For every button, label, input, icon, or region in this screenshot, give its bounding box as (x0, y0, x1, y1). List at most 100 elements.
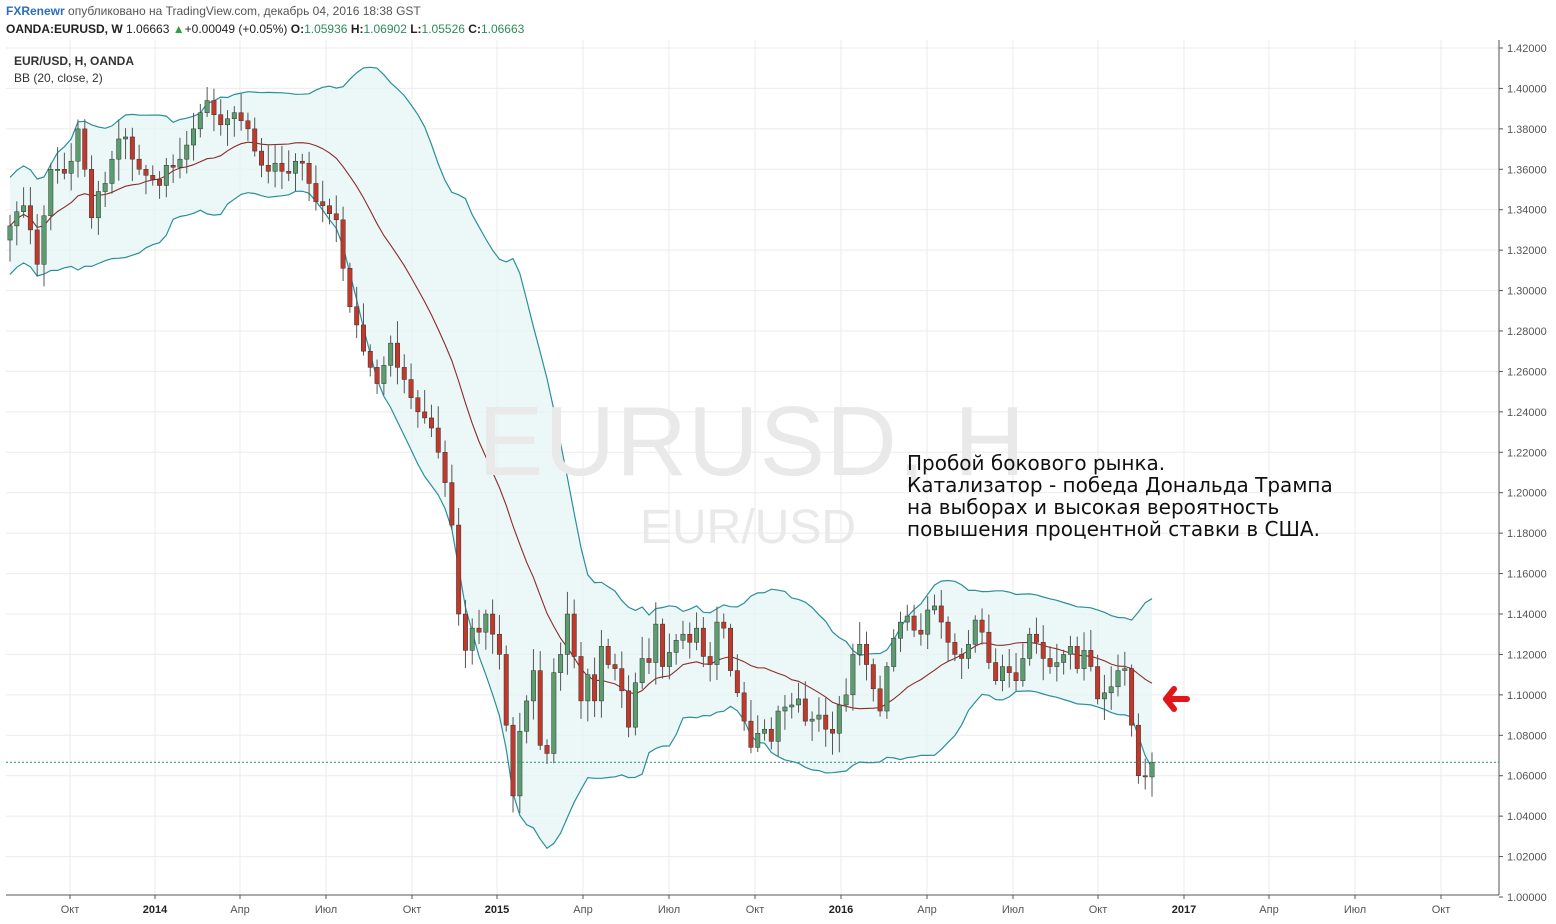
x-tick-label: Окт (1432, 904, 1451, 916)
candle-body (347, 268, 353, 307)
candle-body (1074, 646, 1080, 669)
x-tick-label: 2017 (1172, 904, 1196, 916)
candle-body (857, 644, 863, 655)
candle-body (592, 674, 598, 702)
y-tick-label: 1.16000 (1507, 569, 1547, 581)
candle-body (435, 427, 441, 453)
candle-body (218, 114, 224, 126)
candle-body (456, 524, 462, 615)
candle-body (265, 164, 271, 172)
candle-body (462, 613, 468, 651)
candle-body (728, 627, 734, 671)
candle-body (503, 654, 509, 726)
candle-body (211, 100, 217, 115)
candle-body (496, 633, 502, 655)
y-tick-label: 1.28000 (1507, 326, 1547, 338)
published-text: опубликовано на TradingView.com, декабрь… (68, 4, 421, 18)
candle-body (932, 605, 937, 611)
candle-body (415, 397, 421, 413)
candle-body (225, 118, 230, 126)
legend-indicator[interactable]: BB (20, close, 2) (14, 71, 103, 85)
y-tick-label: 1.26000 (1507, 366, 1547, 378)
candle-body (381, 365, 387, 384)
candle-body (938, 605, 944, 623)
x-tick-label: Июл (658, 904, 680, 916)
candle-body (687, 633, 693, 643)
y-tick-label: 1.22000 (1507, 447, 1547, 459)
candle-body (898, 621, 903, 639)
candle-body (191, 128, 196, 146)
candle-body (184, 144, 190, 160)
candle-body (354, 306, 360, 326)
candle-body (34, 229, 40, 265)
candle-body (95, 191, 101, 219)
y-tick-label: 1.02000 (1507, 852, 1547, 864)
candle-body (469, 627, 475, 651)
legend-symbol: EUR/USD, H, OANDA (14, 54, 135, 68)
candle-body (259, 150, 264, 166)
candle-body (666, 652, 672, 667)
candle-body (925, 609, 931, 635)
candle-body (966, 644, 971, 659)
candle-body (102, 183, 108, 192)
candle-body (904, 615, 910, 623)
publisher-header: FXRenewr опубликовано на TradingView.com… (6, 4, 421, 18)
candle-body (802, 698, 808, 722)
axes: 1.42000 1.40000 1.38000 1.36000 1.34000 1.320… (6, 40, 1547, 916)
candle-body (21, 205, 27, 212)
candle-body (408, 379, 414, 398)
candle-body (490, 613, 496, 635)
candle-body (809, 718, 815, 722)
y-tick-label: 1.40000 (1507, 83, 1547, 95)
high-label: H: (350, 22, 364, 36)
y-tick-label: 1.24000 (1507, 407, 1547, 419)
y-tick-label: 1.04000 (1507, 811, 1547, 823)
candle-body (170, 164, 176, 168)
candle-body (293, 160, 298, 174)
candle-body (877, 688, 883, 712)
candle-body (891, 638, 897, 667)
author-link[interactable]: FXRenewr (6, 4, 65, 18)
y-tick-label: 1.38000 (1507, 124, 1547, 136)
candle-body (782, 706, 788, 712)
candle-body (918, 629, 924, 635)
low-value: 1.05526 (421, 22, 465, 36)
y-tick-label: 1.20000 (1507, 488, 1547, 500)
candle-body (1006, 666, 1012, 673)
candle-body (279, 162, 285, 172)
y-tick-label: 1.08000 (1507, 730, 1547, 742)
x-tick-label: 2014 (143, 904, 168, 916)
candle-body (245, 120, 251, 130)
candle-body (626, 690, 632, 728)
candle-body (1135, 724, 1141, 776)
candle-body (231, 112, 237, 120)
candle-body (864, 644, 869, 665)
candle-body (748, 720, 754, 748)
candle-body (524, 700, 530, 732)
candle-body (530, 670, 536, 702)
candle-body (830, 728, 835, 734)
candle-body (177, 158, 183, 168)
x-tick-label: 2015 (485, 904, 509, 916)
candle-body (585, 674, 591, 702)
watermark-pair: EUR/USD (640, 501, 857, 554)
chart-annotation[interactable]: Пробой бокового рынка. Катализатор - поб… (907, 451, 1333, 541)
arrow-left-icon[interactable] (1162, 686, 1190, 712)
candle-body (340, 219, 346, 269)
candle-body (551, 672, 557, 754)
candle-body (707, 656, 713, 665)
candle-body (911, 615, 917, 631)
candle-body (272, 162, 278, 172)
candle-body (449, 482, 455, 526)
candle-body (986, 631, 992, 663)
x-tick-label: Окт (1089, 904, 1108, 916)
y-tick-label: 1.30000 (1507, 286, 1547, 298)
candle-body (1122, 668, 1128, 671)
candle-body (741, 692, 747, 722)
y-tick-label: 1.00000 (1507, 892, 1547, 904)
candle-body (843, 694, 849, 706)
candle-body (721, 621, 727, 629)
candle-body (673, 640, 679, 653)
candle-body (646, 658, 652, 663)
